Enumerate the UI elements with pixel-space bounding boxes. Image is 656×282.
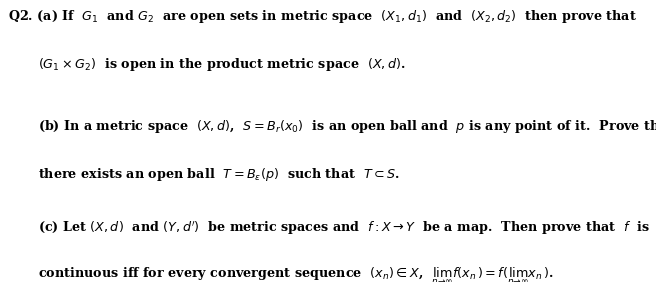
- Text: $(G_1 \times G_2)$  is open in the product metric space  $(X, d)$.: $(G_1 \times G_2)$ is open in the produc…: [38, 56, 406, 73]
- Text: (c) Let $(X, d)$  and $(Y, d')$  be metric spaces and  $f : X \rightarrow Y$  be: (c) Let $(X, d)$ and $(Y, d')$ be metric…: [38, 220, 650, 237]
- Text: continuous iff for every convergent sequence  $(x_n) \in X$,  $\lim_{n \to \inft: continuous iff for every convergent sequ…: [38, 265, 554, 282]
- Text: there exists an open ball  $T = B_\varepsilon(p)$  such that  $T \subset S$.: there exists an open ball $T = B_\vareps…: [38, 166, 400, 183]
- Text: (b) In a metric space  $(X, d)$,  $S = B_r(x_0)$  is an open ball and  $p$ is an: (b) In a metric space $(X, d)$, $S = B_r…: [38, 118, 656, 135]
- Text: Q2. (a) If  $G_1$  and $G_2$  are open sets in metric space  $(X_1, d_1)$  and  : Q2. (a) If $G_1$ and $G_2$ are open sets…: [8, 8, 637, 25]
